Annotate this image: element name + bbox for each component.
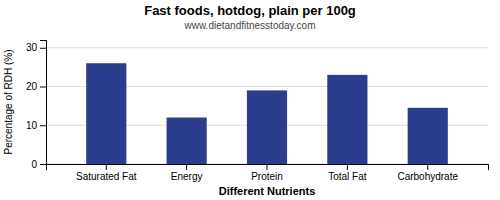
- x-tick-label: Carbohydrate: [397, 171, 458, 182]
- x-tick-label: Saturated Fat: [76, 171, 137, 182]
- y-tick-label: 30: [26, 42, 38, 53]
- y-tick-label: 20: [26, 81, 38, 92]
- y-tick-mark: [40, 164, 46, 165]
- x-tick-mark: [106, 164, 107, 170]
- y-tick: 10: [26, 120, 46, 131]
- y-tick-label: 10: [26, 120, 38, 131]
- x-tick-mark: [267, 164, 268, 170]
- grid-line: [46, 47, 488, 48]
- x-tick: Total Fat: [328, 164, 367, 182]
- grid: [46, 48, 488, 164]
- y-tick: 20: [26, 81, 46, 92]
- x-tick-label: Protein: [251, 171, 283, 182]
- y-axis-title: Percentage of RDH (%): [3, 49, 14, 154]
- x-axis: Saturated Fat Energy Protein Total Fat Carbo…: [47, 164, 489, 182]
- subtitle: www.dietandfitnesstoday.com: [184, 20, 316, 31]
- bar: [86, 63, 126, 164]
- marks: [86, 63, 448, 164]
- chart: Fast foods, hotdog, plain per 100g www.di…: [0, 0, 500, 200]
- x-tick: Protein: [251, 164, 283, 182]
- x-tick-mark: [427, 164, 428, 170]
- y-tick-mark: [40, 125, 46, 126]
- bar: [327, 75, 367, 164]
- x-tick: Energy: [171, 164, 203, 182]
- y-tick-label: 0: [31, 159, 37, 170]
- y-axis: 0 10 20 30: [26, 41, 47, 170]
- y-tick: 30: [26, 42, 46, 53]
- y-tick-mark: [40, 48, 46, 49]
- x-tick-label: Energy: [171, 171, 203, 182]
- bar: [167, 118, 207, 165]
- x-tick: Carbohydrate: [397, 164, 458, 182]
- bar: [247, 90, 287, 164]
- plot: 0 10 20 30 Saturated Fat Energy Protein Total F…: [26, 41, 489, 183]
- bar: [408, 108, 448, 164]
- y-tick: 0: [31, 159, 46, 170]
- y-tick-mark: [40, 87, 46, 88]
- x-tick-mark: [186, 164, 187, 170]
- x-tick-mark: [347, 164, 348, 170]
- title: Fast foods, hotdog, plain per 100g: [144, 3, 356, 18]
- y-axis-line: [40, 41, 47, 165]
- x-tick: Saturated Fat: [76, 164, 137, 182]
- x-axis-line: [47, 165, 489, 171]
- x-tick-label: Total Fat: [328, 171, 367, 182]
- x-axis-title: Different Nutrients: [219, 185, 316, 197]
